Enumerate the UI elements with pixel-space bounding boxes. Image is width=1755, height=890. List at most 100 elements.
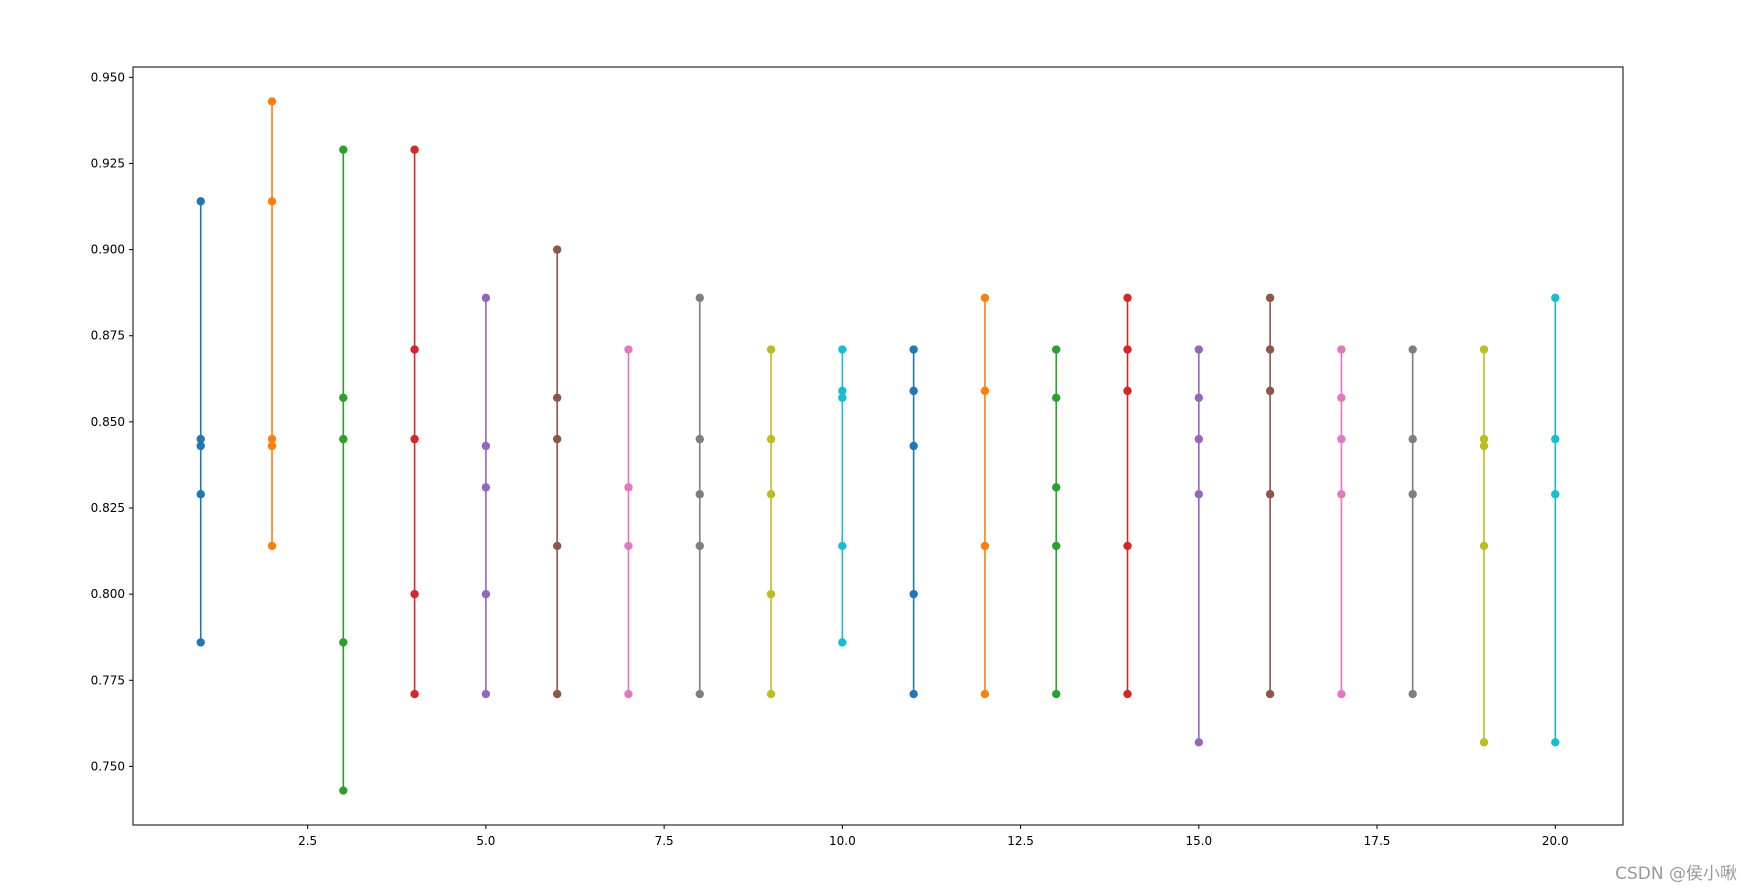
series-19 [1479, 345, 1489, 747]
data-point [1123, 386, 1132, 396]
data-point [1194, 490, 1204, 499]
series-10 [838, 345, 847, 647]
series-12 [980, 293, 990, 699]
data-point [196, 434, 205, 444]
data-point [552, 541, 562, 551]
data-point [267, 541, 277, 551]
data-point [1194, 738, 1204, 747]
data-point [766, 689, 776, 699]
data-point [481, 483, 491, 492]
data-point [1408, 345, 1417, 354]
data-point [909, 345, 918, 354]
data-point [1123, 293, 1132, 303]
series-8 [695, 293, 704, 699]
y-tick-label: 0.750 [91, 759, 125, 773]
data-point [695, 293, 704, 303]
data-point [838, 393, 847, 402]
data-point [909, 589, 918, 599]
data-point [1052, 689, 1061, 699]
y-tick-label: 0.850 [91, 415, 125, 429]
data-point [624, 483, 633, 492]
data-point [481, 589, 491, 599]
data-point [481, 441, 491, 451]
series-14 [1123, 293, 1132, 699]
series-15 [1194, 345, 1204, 747]
series-7 [624, 345, 633, 699]
x-tick-label: 7.5 [655, 834, 674, 848]
data-point [838, 386, 847, 396]
data-point [267, 97, 277, 106]
data-point [1052, 541, 1061, 551]
data-point [1479, 441, 1489, 451]
series-16 [1265, 293, 1275, 699]
data-point [838, 541, 847, 551]
x-tick-label: 12.5 [1007, 834, 1034, 848]
data-point [766, 434, 776, 444]
data-point [1265, 386, 1275, 396]
data-point [1479, 738, 1489, 747]
data-point [695, 490, 704, 499]
data-point [481, 689, 491, 699]
x-axis-ticks: 2.5 5.0 7.5 10.0 12.5 15.0 17.5 20.0 [298, 825, 1569, 848]
data-point [1123, 689, 1132, 699]
data-point [1052, 483, 1061, 492]
data-point [838, 638, 847, 647]
data-point [267, 434, 277, 444]
series-6 [552, 245, 562, 699]
data-point [1052, 393, 1061, 402]
data-point [410, 345, 419, 354]
series-17 [1337, 345, 1346, 699]
series-13 [1052, 345, 1061, 699]
data-point [624, 689, 633, 699]
data-point [766, 589, 776, 599]
data-point [695, 541, 704, 551]
y-tick-label: 0.925 [91, 156, 125, 170]
data-point [909, 386, 918, 396]
data-point [267, 441, 277, 451]
data-point [339, 434, 348, 444]
data-point [695, 689, 704, 699]
x-tick-label: 2.5 [298, 834, 317, 848]
x-tick-label: 10.0 [829, 834, 856, 848]
x-tick-label: 5.0 [476, 834, 495, 848]
data-point [1479, 541, 1489, 551]
data-point [980, 386, 990, 396]
y-tick-label: 0.775 [91, 673, 125, 687]
data-point [1194, 434, 1204, 444]
data-point [838, 345, 847, 354]
data-point [1408, 434, 1417, 444]
x-tick-label: 20.0 [1542, 834, 1569, 848]
data-point [1265, 345, 1275, 354]
data-point [766, 490, 776, 499]
x-tick-label: 15.0 [1185, 834, 1212, 848]
data-point [552, 434, 562, 444]
data-point [410, 434, 419, 444]
data-point [909, 441, 918, 451]
series-20 [1551, 293, 1560, 747]
data-point [339, 638, 348, 647]
data-point [1123, 345, 1132, 354]
data-point [1551, 293, 1560, 303]
series-11 [909, 345, 918, 699]
data-point [339, 393, 348, 402]
data-point [1052, 345, 1061, 354]
data-point [1123, 541, 1132, 551]
watermark-text: CSDN @侯小啾 [1615, 864, 1737, 884]
data-point [624, 345, 633, 354]
data-point [267, 197, 277, 206]
data-point [339, 786, 348, 795]
data-point [695, 434, 704, 444]
data-point [196, 638, 205, 647]
data-point [1337, 345, 1346, 354]
data-point [410, 145, 419, 154]
data-point [1337, 434, 1346, 444]
data-point [1337, 393, 1346, 402]
series-3 [339, 145, 348, 795]
y-tick-label: 0.800 [91, 587, 125, 601]
data-point [1479, 434, 1489, 444]
data-point [980, 541, 990, 551]
y-tick-label: 0.950 [91, 70, 125, 84]
data-point [552, 689, 562, 699]
data-point [410, 589, 419, 599]
